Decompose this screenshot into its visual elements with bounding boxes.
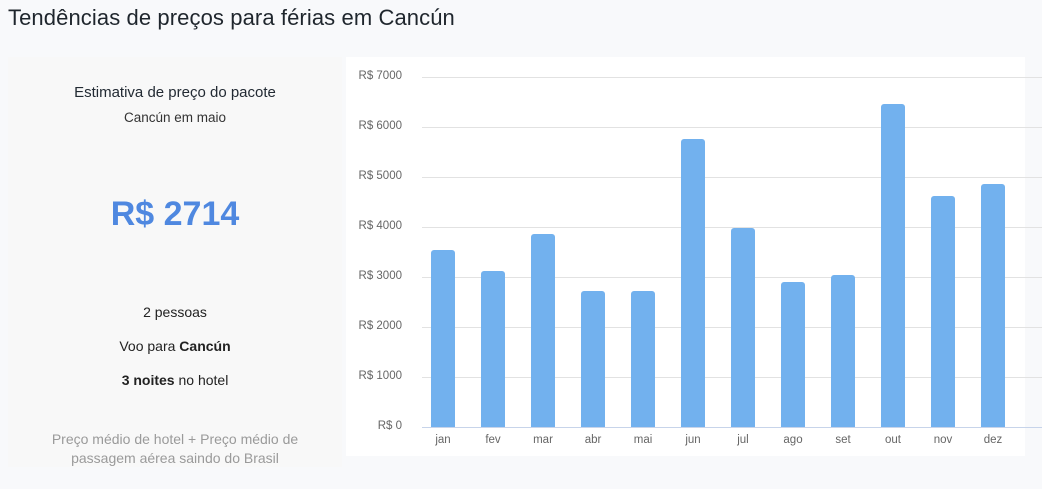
hotel-info: 3 noites no hotel [8, 372, 342, 388]
estimate-title: Estimativa de preço do pacote [74, 84, 276, 101]
x-tick-label: set [835, 434, 851, 446]
bar-mar[interactable] [531, 234, 555, 427]
y-tick-label: R$ 0 [377, 420, 402, 432]
price-trend-chart: R$ 0 R$ 1000 R$ 2000 R$ 3000 R$ 4000 R$ 5000 R… [346, 57, 1042, 456]
x-tick-label: jun [685, 434, 701, 446]
gridline [422, 177, 1042, 178]
bar-jun[interactable] [681, 139, 705, 427]
bar-out[interactable] [881, 104, 905, 427]
bar-abr[interactable] [581, 291, 605, 427]
bar-jan[interactable] [431, 250, 455, 427]
x-tick-label: mar [533, 434, 553, 446]
estimated-price: R$ 2714 [110, 195, 240, 233]
page-title: Tendências de preços para férias em Canc… [8, 5, 455, 30]
y-tick-label: R$ 3000 [358, 270, 402, 282]
x-tick-label: dez [983, 434, 1003, 446]
y-tick-label: R$ 5000 [358, 170, 402, 182]
price-note: Preço médio de hotel + Preço médio de pa… [51, 431, 299, 466]
x-axis-baseline [422, 427, 1042, 428]
y-tick-label: R$ 2000 [358, 320, 402, 332]
flight-info: Voo para Cancún [8, 338, 342, 354]
hotel-nights: 3 noites [121, 372, 175, 388]
x-tick-label: out [885, 434, 901, 446]
bar-ago[interactable] [781, 282, 805, 427]
gridline [422, 227, 1042, 228]
y-tick-label: R$ 1000 [358, 370, 402, 382]
x-tick-label: abr [584, 434, 602, 446]
bar-jul[interactable] [731, 228, 755, 427]
gridline [422, 127, 1042, 128]
y-tick-label: R$ 7000 [358, 70, 402, 82]
flight-destination: Cancún [179, 338, 231, 354]
x-tick-label: mai [633, 434, 653, 446]
x-tick-label: ago [783, 434, 803, 446]
y-tick-label: R$ 6000 [358, 120, 402, 132]
estimate-subtitle: Cancún em maio [123, 110, 227, 125]
flight-prefix: Voo para [119, 338, 180, 354]
y-tick-label: R$ 4000 [358, 220, 402, 232]
hotel-suffix: no hotel [174, 372, 229, 388]
x-tick-label: jan [435, 434, 451, 446]
travelers-count: 2 pessoas [143, 304, 207, 320]
gridline [422, 77, 1042, 78]
x-tick-label: nov [933, 434, 953, 446]
bar-mai[interactable] [631, 291, 655, 427]
package-estimate-panel: Estimativa de preço do pacote Cancún em … [8, 57, 342, 467]
x-tick-label: fev [485, 434, 501, 446]
bar-fev[interactable] [481, 271, 505, 427]
x-tick-label: jul [737, 434, 749, 446]
bar-set[interactable] [831, 275, 855, 427]
bar-dez[interactable] [981, 184, 1005, 427]
bar-nov[interactable] [931, 196, 955, 427]
